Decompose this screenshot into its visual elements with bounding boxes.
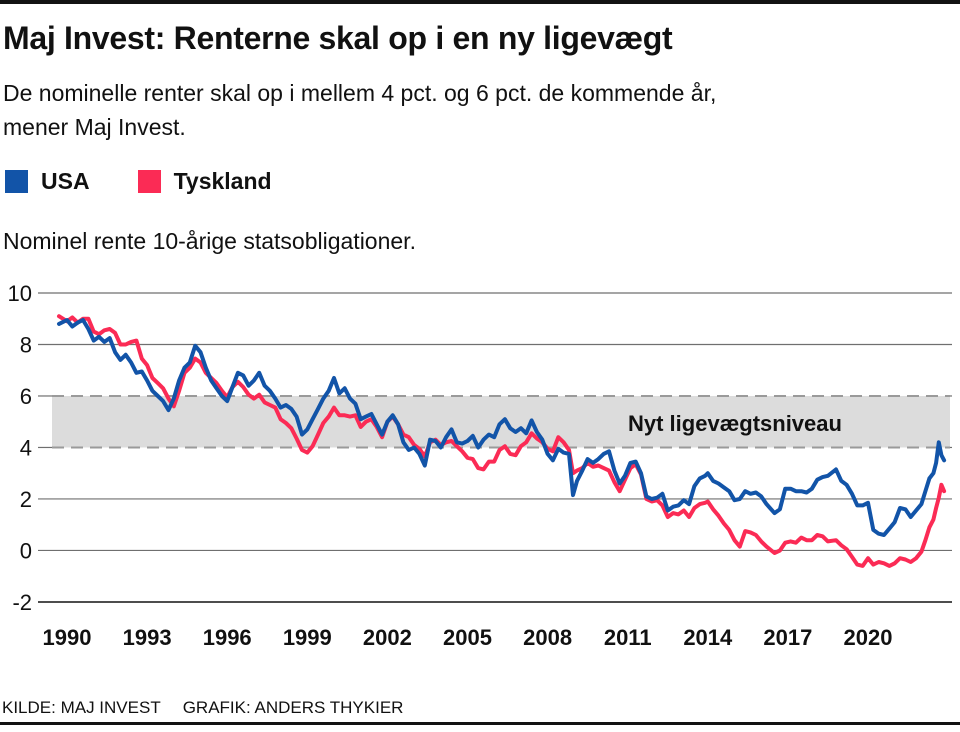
- y-tick-label: 6: [20, 384, 32, 409]
- usa-legend-swatch: [5, 170, 28, 193]
- top-rule: [0, 0, 960, 4]
- y-tick-label: -2: [12, 590, 32, 615]
- x-tick-label: 1990: [43, 625, 92, 650]
- x-tick-label: 2002: [363, 625, 412, 650]
- x-tick-label: 2014: [683, 625, 733, 650]
- series-line-usa: [57, 318, 947, 537]
- legend-label-usa: USA: [41, 168, 90, 194]
- legend-item-tyskland: Tyskland: [137, 168, 272, 195]
- x-tick-label: 2017: [763, 625, 812, 650]
- y-tick-label: 0: [20, 538, 32, 563]
- page-title: Maj Invest: Renterne skal op i en ny lig…: [3, 20, 673, 56]
- subtitle-line-2: mener Maj Invest.: [3, 114, 186, 140]
- page-subtitle: De nominelle renter skal op i mellem 4 p…: [3, 76, 716, 144]
- subtitle-line-1: De nominelle renter skal op i mellem 4 p…: [3, 80, 717, 106]
- x-tick-label: 2020: [844, 625, 893, 650]
- equilibrium-band-label: Nyt ligevægtsniveau: [628, 411, 842, 436]
- y-tick-label: 4: [20, 435, 32, 460]
- x-tick-label: 2005: [443, 625, 492, 650]
- chart-legend: USA Tyskland: [5, 168, 320, 195]
- x-tick-label: 2008: [523, 625, 572, 650]
- y-tick-label: 2: [20, 487, 32, 512]
- tyskland-legend-swatch: [137, 170, 161, 193]
- legend-label-tyskland: Tyskland: [173, 168, 272, 194]
- graphic-credit: GRAFIK: ANDERS THYKIER: [182, 698, 404, 717]
- x-tick-label: 1993: [123, 625, 172, 650]
- chart-note: Nominel rente 10-årige statsobligationer…: [3, 228, 416, 254]
- x-tick-label: 2011: [604, 625, 652, 650]
- legend-item-usa: USA: [5, 168, 90, 195]
- footer: KILDE: MAJ INVEST GRAFIK: ANDERS THYKIER: [2, 698, 403, 718]
- x-tick-label: 1996: [203, 625, 252, 650]
- y-tick-label: 10: [8, 281, 32, 306]
- source-credit: KILDE: MAJ INVEST: [2, 698, 161, 717]
- bottom-rule: [0, 722, 960, 725]
- y-tick-label: 8: [20, 332, 32, 357]
- x-tick-label: 1999: [283, 625, 332, 650]
